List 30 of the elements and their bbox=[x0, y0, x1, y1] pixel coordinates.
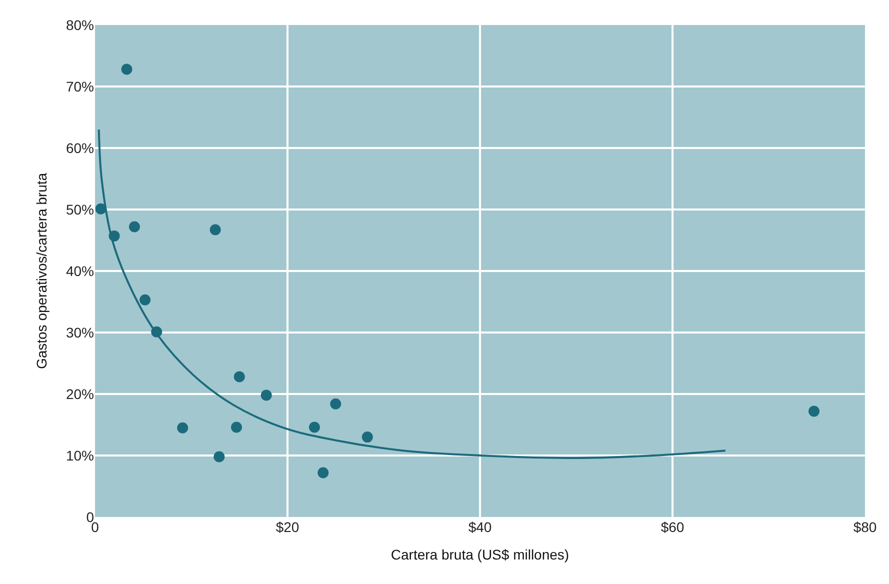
line-series bbox=[98, 128, 726, 459]
point bbox=[210, 224, 221, 236]
y-tick-label: 70% bbox=[66, 78, 94, 94]
point bbox=[230, 422, 242, 433]
x-tick-label: $40 bbox=[468, 519, 492, 535]
x-tick-label: $60 bbox=[660, 519, 684, 535]
y-tick-label: 60% bbox=[66, 140, 94, 156]
x-tick-label: $80 bbox=[853, 519, 877, 535]
point bbox=[260, 390, 272, 401]
point bbox=[234, 371, 245, 382]
point bbox=[808, 406, 820, 417]
x-axis-title: Cartera bruta (US$ millones) bbox=[390, 546, 570, 562]
y-axis-title: Gastos operativos/cartera bruta bbox=[34, 172, 50, 370]
y-tick-label: 40% bbox=[66, 262, 94, 279]
y-tick-label: 20% bbox=[66, 386, 94, 402]
point bbox=[318, 467, 329, 478]
y-tick-label: 80% bbox=[66, 16, 94, 33]
y-tick-label: 30% bbox=[66, 324, 94, 340]
x-tick-label: $20 bbox=[276, 519, 300, 535]
point bbox=[214, 451, 225, 462]
point bbox=[95, 203, 106, 214]
y-tick-label: 50% bbox=[66, 201, 94, 218]
point bbox=[177, 422, 188, 434]
point bbox=[330, 398, 342, 410]
point bbox=[140, 294, 151, 306]
point bbox=[362, 432, 373, 443]
point bbox=[128, 221, 140, 232]
y-tick-label: 10% bbox=[66, 447, 94, 464]
point bbox=[121, 64, 132, 75]
point bbox=[308, 422, 320, 433]
